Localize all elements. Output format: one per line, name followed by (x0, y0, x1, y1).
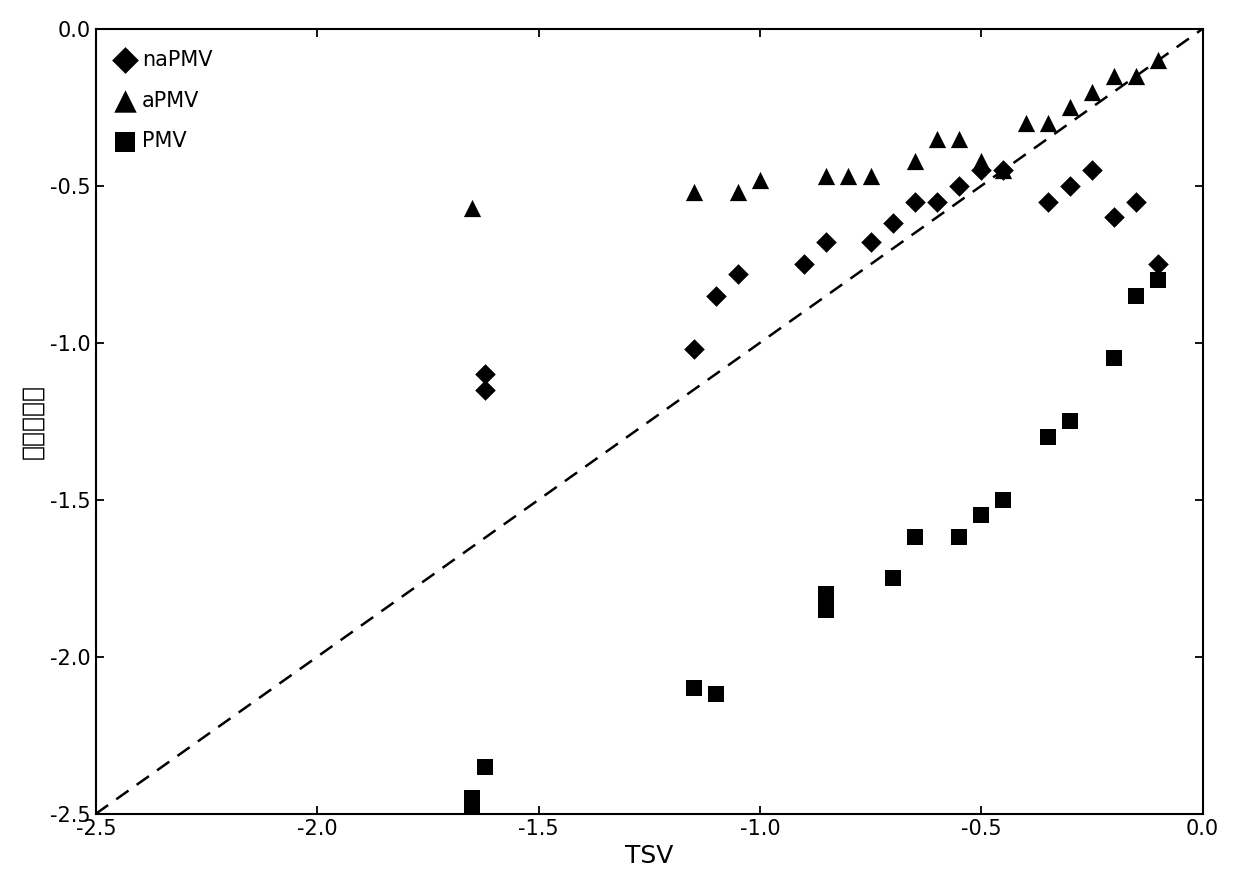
aPMV (750, 172, 770, 187)
naPMV (1148, 257, 1168, 271)
PMV (949, 531, 968, 545)
naPMV (683, 342, 703, 356)
naPMV (949, 179, 968, 193)
aPMV (971, 154, 991, 168)
aPMV (838, 169, 858, 183)
aPMV (1038, 116, 1058, 130)
PMV (993, 493, 1013, 507)
naPMV (1083, 163, 1102, 177)
naPMV (795, 257, 815, 271)
Y-axis label: 模型预测值: 模型预测值 (21, 384, 45, 459)
PMV (905, 531, 925, 545)
aPMV (1060, 100, 1080, 115)
X-axis label: TSV: TSV (625, 845, 673, 869)
aPMV (1148, 53, 1168, 68)
PMV (706, 687, 725, 701)
PMV (1104, 351, 1123, 365)
aPMV (993, 163, 1013, 177)
naPMV (728, 267, 748, 281)
PMV (1038, 430, 1058, 444)
Legend: naPMV, aPMV, PMV: naPMV, aPMV, PMV (107, 39, 223, 162)
naPMV (883, 216, 903, 230)
PMV (463, 806, 482, 821)
PMV (1126, 289, 1146, 303)
PMV (683, 681, 703, 695)
aPMV (1126, 68, 1146, 83)
aPMV (1083, 84, 1102, 99)
naPMV (1104, 210, 1123, 224)
aPMV (1016, 116, 1035, 130)
naPMV (475, 383, 495, 397)
naPMV (928, 195, 947, 209)
PMV (816, 587, 836, 601)
naPMV (905, 195, 925, 209)
aPMV (905, 154, 925, 168)
PMV (463, 791, 482, 805)
aPMV (1104, 68, 1123, 83)
naPMV (971, 163, 991, 177)
naPMV (816, 236, 836, 250)
PMV (883, 571, 903, 585)
aPMV (728, 185, 748, 199)
PMV (1148, 273, 1168, 287)
aPMV (816, 169, 836, 183)
PMV (475, 759, 495, 773)
naPMV (475, 367, 495, 381)
naPMV (993, 163, 1013, 177)
aPMV (861, 169, 880, 183)
naPMV (1060, 179, 1080, 193)
aPMV (928, 132, 947, 146)
PMV (971, 509, 991, 523)
PMV (816, 603, 836, 617)
naPMV (1126, 195, 1146, 209)
aPMV (683, 185, 703, 199)
PMV (1060, 414, 1080, 428)
aPMV (949, 132, 968, 146)
naPMV (1038, 195, 1058, 209)
naPMV (706, 289, 725, 303)
naPMV (861, 236, 880, 250)
aPMV (463, 201, 482, 215)
